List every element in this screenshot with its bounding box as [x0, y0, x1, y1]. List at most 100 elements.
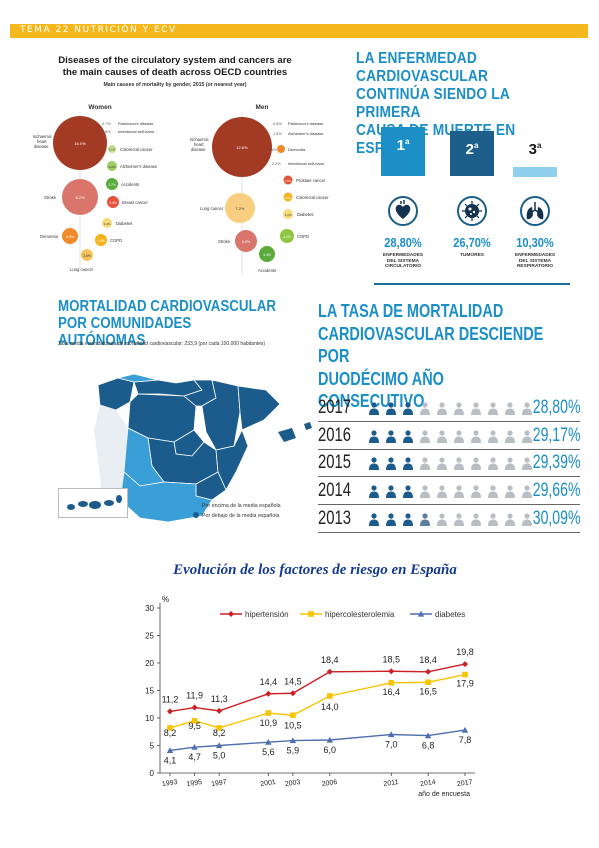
- person-icon: [386, 485, 396, 498]
- person-icon: [437, 513, 447, 526]
- legend-above-label: Por encima de la media española: [202, 503, 281, 509]
- person-icon: [403, 485, 413, 498]
- men-selfharm-value: 2.2%: [272, 162, 281, 166]
- y-tick-label: 5: [150, 742, 155, 751]
- cause-rank-number: 1: [396, 137, 405, 154]
- men-ischaemic-bubble: [212, 117, 272, 177]
- women-ischaemic-label: Ischaemic: [33, 134, 52, 139]
- men-dementia-bubble: [277, 145, 285, 153]
- women-disease-label: disease: [34, 144, 49, 149]
- cause-value-2: 26,70%: [453, 235, 491, 250]
- causes-title-line1: LA ENFERMEDAD CARDIOVASCULAR: [356, 50, 489, 85]
- data-label: 11,2: [162, 694, 179, 704]
- trend-row-rule: [318, 449, 580, 450]
- women-accidents-value: 2.7%: [108, 183, 115, 187]
- women-copd-bubble: [95, 234, 107, 246]
- person-icon: [437, 485, 447, 498]
- data-label: 4,7: [188, 752, 201, 762]
- person-icon: [488, 485, 498, 498]
- men-accidents-bubble: [259, 246, 275, 262]
- person-icon: [505, 513, 515, 526]
- person-icon: [505, 430, 515, 443]
- y-tick-label: 0: [150, 769, 155, 778]
- men-diabetes-label: Diabetes: [297, 212, 314, 217]
- person-icon: [454, 485, 464, 498]
- cause-caption-line: DEL SISTEMA: [386, 258, 420, 264]
- x-tick-label: 2001: [260, 779, 277, 788]
- cause-rank-1: 1a: [381, 137, 425, 154]
- data-point: [216, 707, 223, 714]
- women-colorectal-value: 2.1%: [109, 148, 116, 152]
- men-lung-value: 7.2%: [236, 207, 245, 211]
- women-stroke-label: Stroke: [44, 195, 57, 200]
- men-stroke-value: 6.0%: [242, 240, 251, 244]
- men-diabetes-value: 3.1%: [285, 213, 292, 217]
- y-tick-label: 10: [145, 714, 154, 723]
- cause-rank-sup: a: [473, 141, 479, 150]
- data-point: [216, 725, 222, 731]
- women-lung-bubble: [81, 249, 93, 261]
- y-tick-label: 15: [145, 687, 154, 696]
- person-icon: [403, 513, 413, 526]
- person-icon: [471, 485, 481, 498]
- person-icon: [454, 457, 464, 470]
- men-accidents-value: 4.4%: [263, 253, 271, 257]
- person-icon: [505, 457, 515, 470]
- legend-below: Por debajo de la media española: [193, 512, 279, 519]
- trend-people-icons: [369, 430, 532, 443]
- person-icon: [403, 402, 413, 415]
- cause-rank-3: 3a: [513, 141, 557, 158]
- women-heart-label: heart: [37, 139, 47, 144]
- cause-bar-1: 1a: [381, 127, 425, 176]
- data-label: 9,5: [188, 721, 201, 731]
- map-region-catalonia: [237, 385, 281, 431]
- men-parkinson-value: 0.9%: [273, 122, 282, 126]
- data-label: 7,0: [385, 740, 398, 750]
- person-icon: [403, 430, 413, 443]
- women-alzheimer-label: Alzheimer's disease: [120, 164, 158, 169]
- men-stroke-bubble: [235, 230, 257, 252]
- men-stroke-label: Stroke: [218, 239, 231, 244]
- person-icon: [420, 513, 430, 526]
- men-prostate-bubble: [283, 175, 293, 185]
- women-accidents-bubble: [106, 178, 118, 190]
- person-icon: [437, 457, 447, 470]
- trend-row-rule: [318, 421, 580, 422]
- trend-value: 28,80%: [532, 397, 580, 418]
- men-dementia-label: Dementia: [288, 147, 306, 152]
- x-tick-label: 2003: [285, 779, 302, 788]
- trend-year: 2015: [318, 452, 351, 473]
- data-label: 11,3: [211, 694, 228, 704]
- trend-people-icons: [369, 513, 532, 526]
- person-icon: [471, 430, 481, 443]
- men-colorectal-label: Colorectal cancer: [296, 195, 329, 200]
- cause-bar-3: 3a: [513, 141, 557, 177]
- x-tick-label: 2006: [321, 779, 338, 788]
- person-icon: [403, 457, 413, 470]
- data-point: [425, 668, 432, 675]
- men-prostate-label: Prostate cancer: [296, 178, 326, 183]
- data-point: [461, 726, 469, 733]
- map-region-andalusia: [119, 471, 213, 523]
- regions-title-line1: MORTALIDAD CARDIOVASCULAR: [58, 298, 276, 315]
- trend-value: 29,39%: [532, 452, 580, 473]
- person-icon: [420, 402, 430, 415]
- data-point: [167, 708, 173, 715]
- map-region-galicia: [97, 377, 135, 411]
- oecd-title-line1: Diseases of the circulatory system and c…: [58, 55, 292, 66]
- regions-subtitle: Tasa media estandarizada de mortalidad c…: [58, 341, 266, 347]
- canary-inset: [58, 488, 128, 518]
- men-colorectal-value: 2.8%: [285, 196, 292, 200]
- cause-caption-line: RESPIRATORIO: [516, 264, 554, 269]
- men-ischaemic-label: Ischaemic: [190, 137, 209, 142]
- person-icon: [420, 457, 430, 470]
- cause-caption-2: TUMORES: [437, 253, 507, 259]
- data-label: 11,9: [186, 691, 203, 701]
- data-point: [265, 710, 272, 716]
- data-label: 8,2: [213, 728, 226, 738]
- person-icon: [522, 485, 532, 498]
- women-colorectal-bubble: [108, 145, 116, 153]
- women-parkinson-label: Parkinson's disease: [118, 121, 154, 126]
- data-label: 5,6: [262, 747, 275, 757]
- legend-marker: [308, 611, 314, 617]
